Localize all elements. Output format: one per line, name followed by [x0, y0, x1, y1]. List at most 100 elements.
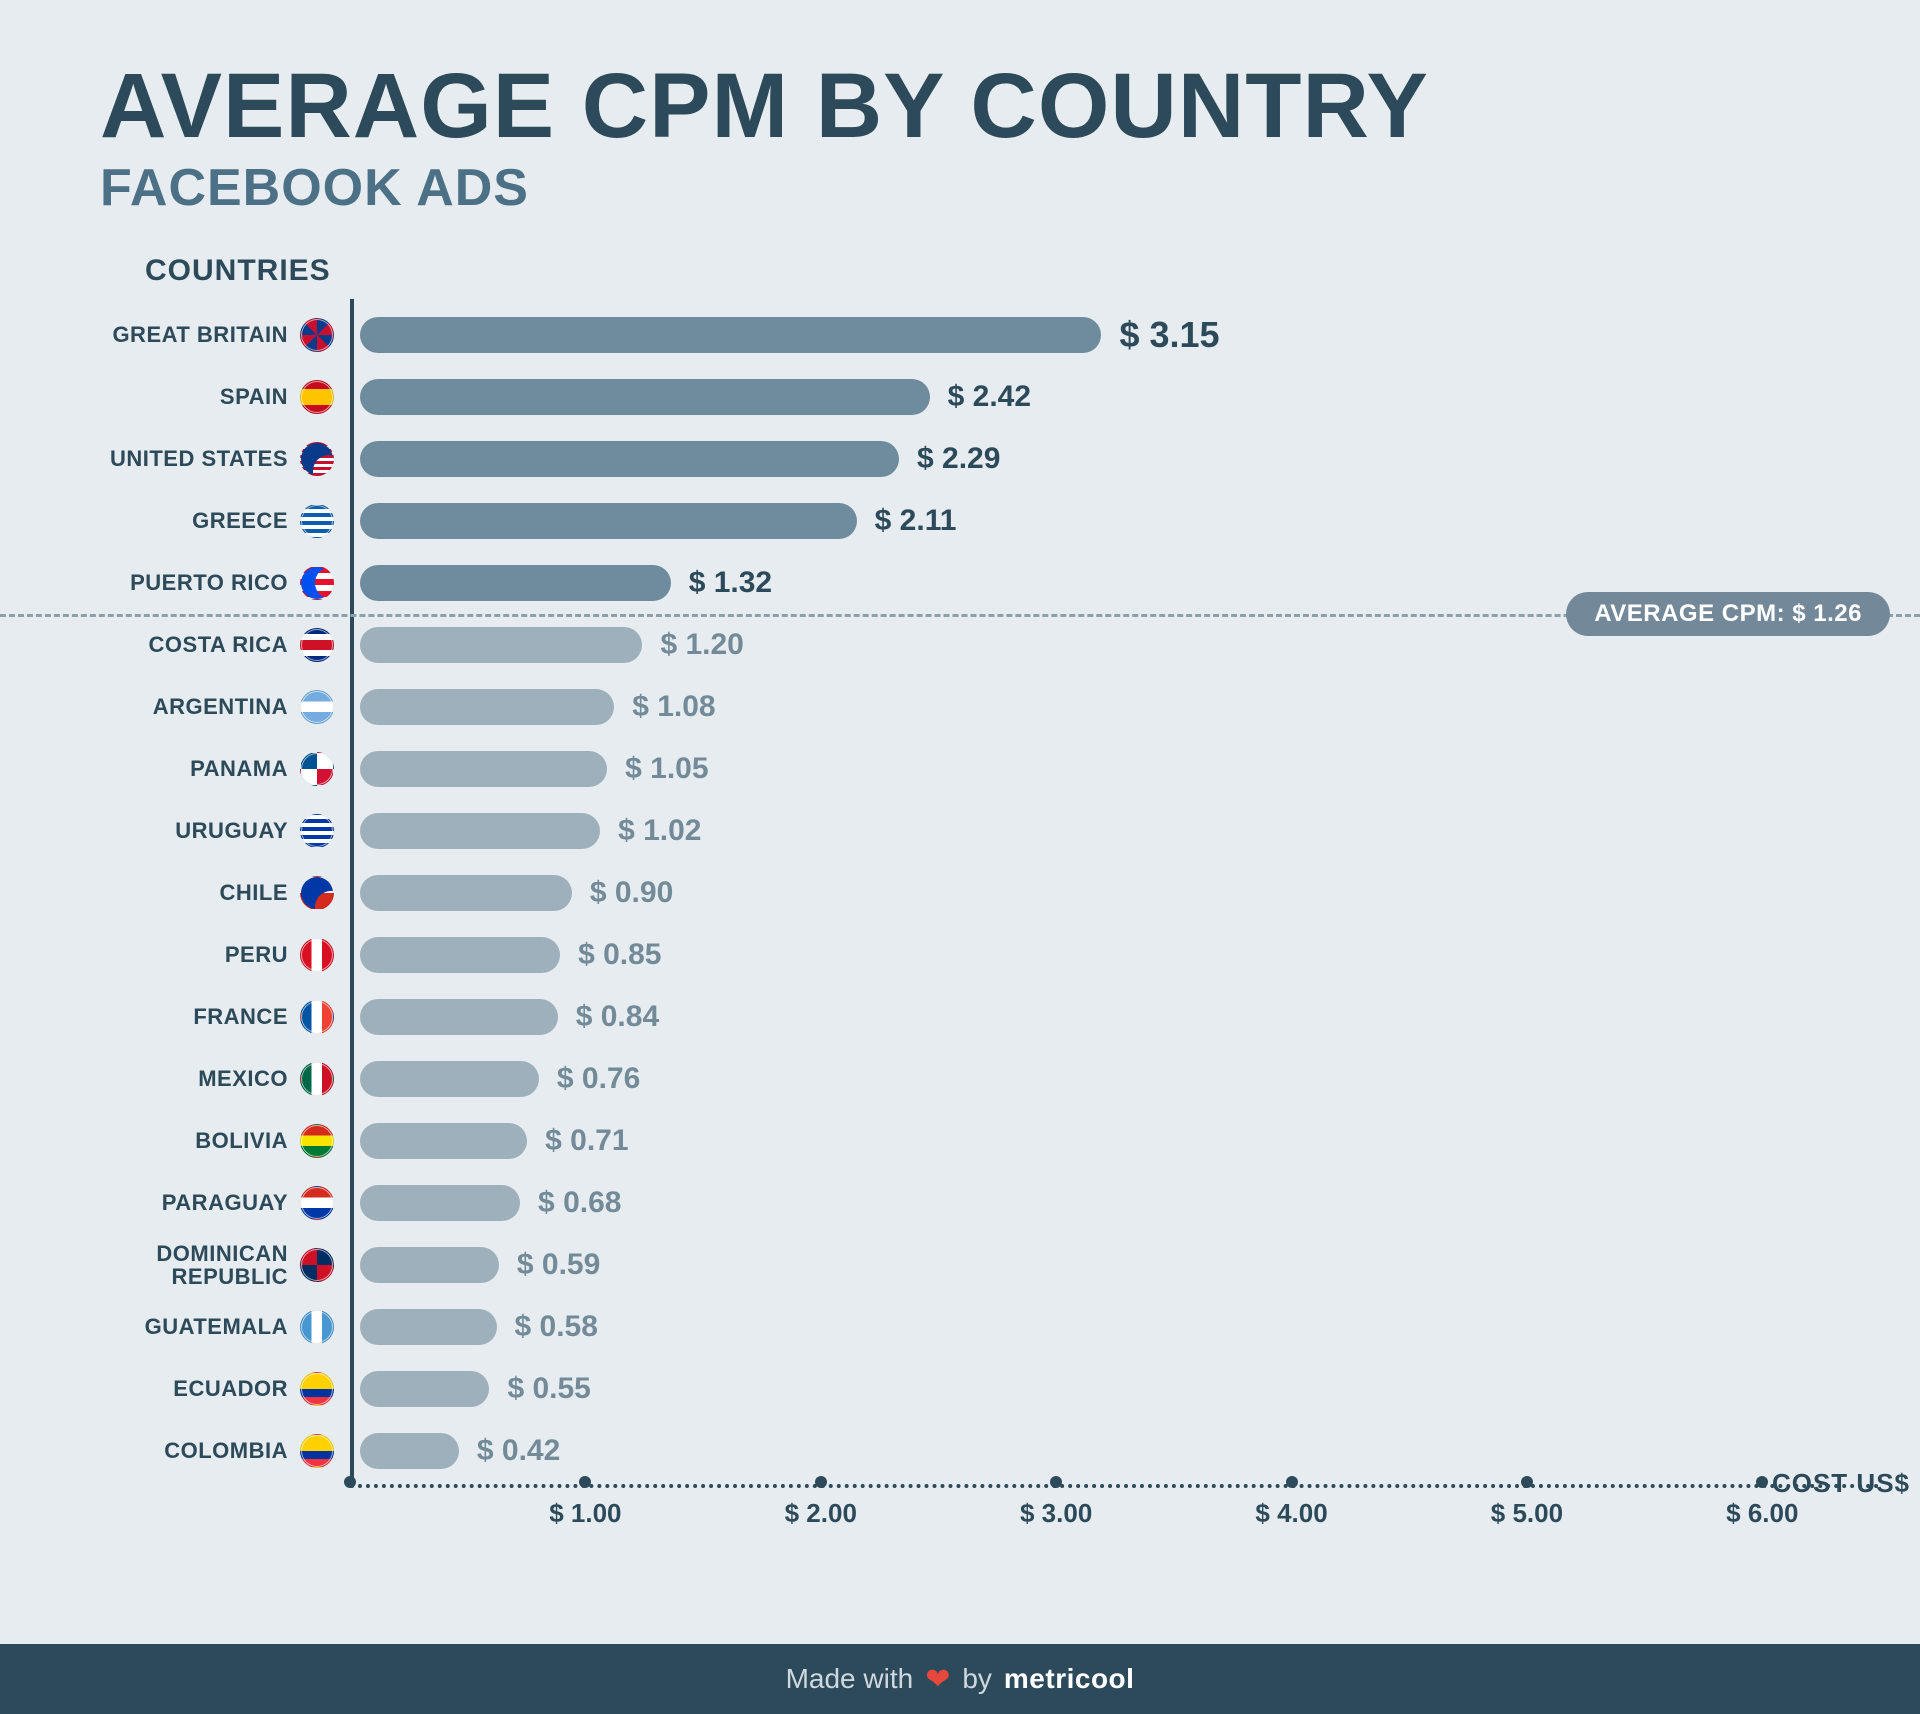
bar	[360, 1123, 527, 1159]
x-tick	[1286, 1476, 1298, 1488]
flag-icon	[300, 938, 334, 972]
bar-value: $ 0.59	[517, 1248, 600, 1282]
country-label: GREECE	[0, 509, 300, 532]
page: AVERAGE CPM BY COUNTRY FACEBOOK ADS COUN…	[0, 0, 1920, 1714]
flag-icon	[300, 690, 334, 724]
bar-row: PERU$ 0.85	[0, 924, 1920, 986]
x-axis-ticks: $ 1.00$ 2.00$ 3.00$ 4.00$ 5.00$ 6.00	[350, 1484, 1880, 1534]
bar	[360, 813, 600, 849]
bar-row: GUATEMALA $ 0.58	[0, 1296, 1920, 1358]
flag-icon	[300, 566, 334, 600]
bar	[360, 999, 558, 1035]
bar-track: $ 3.15	[350, 304, 1920, 366]
bar-value: $ 0.90	[590, 876, 673, 910]
country-label: ARGENTINA	[0, 695, 300, 718]
bar-value: $ 2.42	[948, 380, 1031, 414]
bar-track: $ 0.68	[350, 1172, 1920, 1234]
flag-icon	[300, 1000, 334, 1034]
x-tick	[1756, 1476, 1768, 1488]
bar-value: $ 1.08	[632, 690, 715, 724]
bar-track: $ 1.05	[350, 738, 1920, 800]
bar-track: $ 0.76	[350, 1048, 1920, 1110]
flag-icon	[300, 504, 334, 538]
flag-icon	[300, 1248, 334, 1282]
flag-icon	[300, 1310, 334, 1344]
chart-area: COUNTRIES GREAT BRITAIN $ 3.15 SPAIN $ 2.42…	[0, 234, 1920, 1644]
country-label: UNITED STATES	[0, 447, 300, 470]
country-label: COSTA RICA	[0, 633, 300, 656]
country-label: FRANCE	[0, 1005, 300, 1028]
footer-by: by	[962, 1663, 992, 1695]
chart-title: AVERAGE CPM BY COUNTRY	[100, 60, 1820, 152]
bar-row: ECUADOR $ 0.55	[0, 1358, 1920, 1420]
country-label: CHILE	[0, 881, 300, 904]
bar	[360, 937, 560, 973]
country-label: SPAIN	[0, 385, 300, 408]
bar	[360, 379, 930, 415]
bar-value: $ 0.42	[477, 1434, 560, 1468]
bar-track: $ 0.71	[350, 1110, 1920, 1172]
flag-icon	[300, 318, 334, 352]
bar	[360, 1185, 520, 1221]
flag-icon	[300, 876, 334, 910]
bar-value: $ 1.32	[689, 566, 772, 600]
flag-icon	[300, 1062, 334, 1096]
bar-row: BOLIVIA$ 0.71	[0, 1110, 1920, 1172]
bar	[360, 1309, 497, 1345]
x-tick-label: $ 1.00	[549, 1498, 621, 1529]
bar-value: $ 1.20	[660, 628, 743, 662]
bar	[360, 565, 671, 601]
bar-track: $ 2.29	[350, 428, 1920, 490]
bar	[360, 627, 642, 663]
flag-icon	[300, 814, 334, 848]
bar-value: $ 2.29	[917, 442, 1000, 476]
bar-row: GREAT BRITAIN $ 3.15	[0, 304, 1920, 366]
country-label: ECUADOR	[0, 1377, 300, 1400]
x-tick	[579, 1476, 591, 1488]
country-label: GREAT BRITAIN	[0, 323, 300, 346]
bar-value: $ 3.15	[1119, 314, 1219, 356]
footer: Made with ❤ by metricool	[0, 1644, 1920, 1714]
bar-value: $ 1.02	[618, 814, 701, 848]
bar-row: PARAGUAY $ 0.68	[0, 1172, 1920, 1234]
bar-row: URUGUAY$ 1.02	[0, 800, 1920, 862]
bar-row: DOMINICANREPUBLIC$ 0.59	[0, 1234, 1920, 1296]
bar-track: $ 0.84	[350, 986, 1920, 1048]
y-axis-title: COUNTRIES	[145, 254, 331, 288]
bar	[360, 1247, 499, 1283]
bar	[360, 875, 572, 911]
flag-icon	[300, 442, 334, 476]
bar-row: CHILE $ 0.90	[0, 862, 1920, 924]
bar-value: $ 0.76	[557, 1062, 640, 1096]
x-tick	[344, 1476, 356, 1488]
header: AVERAGE CPM BY COUNTRY FACEBOOK ADS	[0, 0, 1920, 234]
flag-icon	[300, 1124, 334, 1158]
bar	[360, 503, 857, 539]
bar-row: COLOMBIA $ 0.42	[0, 1420, 1920, 1482]
country-label: COLOMBIA	[0, 1439, 300, 1462]
country-label: PARAGUAY	[0, 1191, 300, 1214]
bar	[360, 1371, 489, 1407]
bar-track: $ 0.59	[350, 1234, 1920, 1296]
bar-track: $ 0.85	[350, 924, 1920, 986]
flag-icon	[300, 752, 334, 786]
bar-track: $ 0.55	[350, 1358, 1920, 1420]
bar-track: $ 2.42	[350, 366, 1920, 428]
bar-value: $ 0.85	[578, 938, 661, 972]
x-axis: $ 1.00$ 2.00$ 3.00$ 4.00$ 5.00$ 6.00 COS…	[350, 1484, 1880, 1534]
bar	[360, 317, 1101, 353]
x-tick-label: $ 5.00	[1491, 1498, 1563, 1529]
bar	[360, 751, 607, 787]
country-label: GUATEMALA	[0, 1315, 300, 1338]
bar-value: $ 0.68	[538, 1186, 621, 1220]
bar-track: $ 1.08	[350, 676, 1920, 738]
bar-row: ARGENTINA $ 1.08	[0, 676, 1920, 738]
x-tick	[1050, 1476, 1062, 1488]
bar-row: UNITED STATES $ 2.29	[0, 428, 1920, 490]
flag-icon	[300, 1434, 334, 1468]
bar-value: $ 0.58	[515, 1310, 598, 1344]
country-label: MEXICO	[0, 1067, 300, 1090]
bar	[360, 441, 899, 477]
bar-value: $ 1.05	[625, 752, 708, 786]
bar-track: $ 2.11	[350, 490, 1920, 552]
